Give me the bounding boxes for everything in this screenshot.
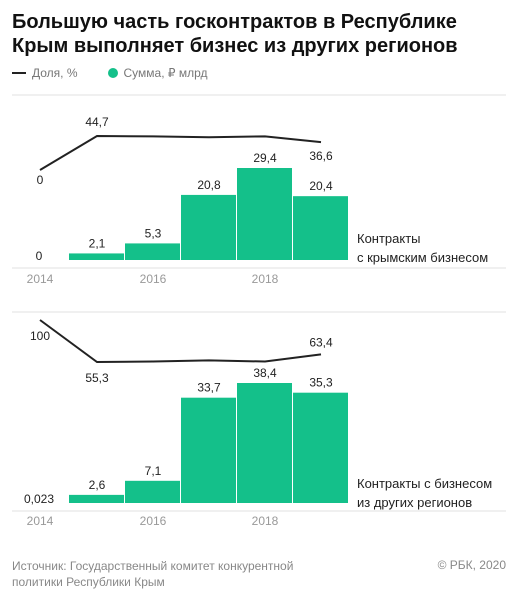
panel-label: Контракты bbox=[357, 231, 421, 246]
line-data-label: 44,7 bbox=[85, 115, 109, 129]
legend: Доля, % Сумма, ₽ млрд bbox=[12, 65, 208, 81]
bar-data-label: 29,4 bbox=[253, 151, 277, 165]
bar bbox=[125, 243, 180, 260]
share-line bbox=[39, 134, 322, 171]
bar-data-label: 20,4 bbox=[309, 179, 333, 193]
copyright: © РБК, 2020 bbox=[437, 558, 506, 572]
bar-data-label: 7,1 bbox=[145, 464, 162, 478]
bar bbox=[69, 253, 124, 260]
line-data-label: 63,4 bbox=[309, 335, 333, 349]
bar-data-label: 0 bbox=[36, 249, 43, 263]
bar-data-label: 35,3 bbox=[309, 376, 333, 390]
bar bbox=[181, 397, 236, 503]
panel-label: с крымским бизнесом bbox=[357, 250, 488, 265]
x-tick-label: 2018 bbox=[252, 514, 279, 528]
x-tick-label: 2016 bbox=[140, 272, 167, 286]
bar-data-label: 33,7 bbox=[197, 381, 221, 395]
line-data-label: 55,3 bbox=[85, 371, 109, 385]
bar bbox=[125, 480, 180, 503]
x-tick-label: 2018 bbox=[252, 272, 279, 286]
panel-label: Контракты с бизнесом bbox=[357, 476, 492, 491]
x-tick-label: 2016 bbox=[140, 514, 167, 528]
bar bbox=[237, 168, 292, 260]
chart-title: Большую часть госконтрактов в Республике… bbox=[12, 11, 458, 57]
bar bbox=[293, 392, 348, 503]
source-note: Источник: Государственный комитет конкур… bbox=[12, 559, 294, 589]
legend-bar-label: Сумма, ₽ млрд bbox=[123, 66, 208, 80]
legend-line-swatch bbox=[12, 72, 26, 74]
bar-data-label: 5,3 bbox=[145, 226, 162, 240]
x-tick-label: 2014 bbox=[27, 514, 54, 528]
legend-bar-swatch bbox=[107, 68, 118, 78]
line-data-label: 100 bbox=[30, 329, 50, 343]
bar bbox=[293, 196, 348, 260]
panel-label: из других регионов bbox=[357, 495, 472, 510]
bar-data-label: 0,023 bbox=[24, 492, 54, 506]
bar-data-label: 2,6 bbox=[89, 478, 106, 492]
share-line bbox=[39, 319, 322, 364]
bar bbox=[181, 194, 236, 260]
x-tick-label: 2014 bbox=[27, 272, 54, 286]
bar bbox=[237, 383, 292, 503]
legend-line-label: Доля, % bbox=[32, 66, 78, 80]
line-data-label: 0 bbox=[37, 173, 44, 187]
bar-data-label: 2,1 bbox=[89, 236, 106, 250]
line-data-label: 36,6 bbox=[309, 149, 333, 163]
bar-data-label: 20,8 bbox=[197, 178, 221, 192]
bar-data-label: 38,4 bbox=[253, 366, 277, 380]
bar bbox=[69, 494, 124, 503]
